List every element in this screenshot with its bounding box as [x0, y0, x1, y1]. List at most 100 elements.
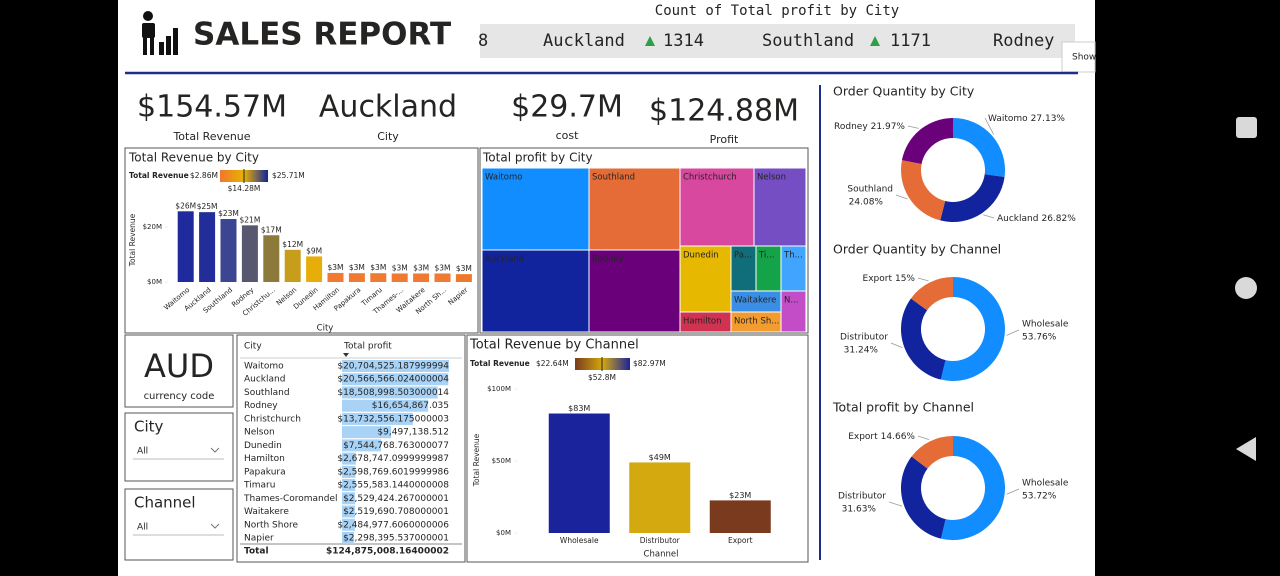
data-label: $17M: [261, 225, 282, 234]
slice-label: Export 15%: [863, 274, 916, 284]
show-button-label[interactable]: Show: [1072, 53, 1096, 63]
x-axis-title: City: [317, 324, 334, 334]
legend-mid: $52.8M: [588, 373, 616, 382]
table-cell: $2,298,395.537000001: [343, 533, 449, 543]
table-total-label: Total: [244, 547, 269, 557]
slice-value: 24.08%: [849, 198, 884, 208]
leader-line: [983, 214, 995, 219]
kpi-label: cost: [556, 129, 580, 142]
up-arrow: [645, 36, 655, 46]
donut-slice: [901, 456, 946, 539]
slice-name: Southland: [847, 185, 893, 195]
tile-label: Waitakere: [734, 296, 776, 306]
x-tick-label: Wholesale: [560, 536, 599, 545]
slice-name: Auckland: [997, 214, 1038, 224]
bar: [455, 274, 472, 282]
table-cell: Dunedin: [244, 441, 282, 451]
ticker-title: Count of Total profit by City: [655, 3, 899, 19]
treemap-tile: [780, 245, 807, 292]
ticker-item: 8: [478, 31, 488, 51]
bar: [391, 273, 408, 282]
data-bar: [342, 360, 449, 372]
slicer-selection[interactable]: All: [137, 523, 148, 533]
kpi-value: $124.88M: [649, 94, 799, 129]
kpi-value: Auckland: [319, 90, 457, 125]
donut-slice: [940, 277, 1005, 381]
data-label: $83M: [568, 404, 590, 413]
treemap-tile: [481, 167, 590, 251]
table-cell: Waitakere: [244, 507, 289, 517]
data-label: $26M: [175, 201, 196, 210]
table-cell: Thames-Coromandel: [243, 494, 338, 504]
treemap-tile: [755, 245, 782, 292]
show-button[interactable]: [1061, 41, 1096, 73]
leader-line: [907, 125, 919, 129]
treemap-tile: [679, 167, 755, 247]
table-cell: Nelson: [244, 428, 275, 438]
slice-value: 14.66%: [881, 432, 916, 442]
table-cell: $20,704,525.187999994: [337, 362, 449, 372]
table-cell: $2,529,424.267000001: [343, 494, 449, 504]
slice-value: 53.76%: [1022, 333, 1057, 343]
table-cell: Auckland: [244, 375, 285, 385]
bar: [199, 212, 216, 282]
currency-label: currency code: [144, 391, 215, 402]
data-label: $3M: [392, 263, 408, 272]
leader-line: [888, 501, 903, 507]
tile-label: Rodney: [592, 255, 624, 265]
data-bar: [342, 479, 356, 492]
legend-max: $82.97M: [633, 359, 666, 368]
leader-line: [1006, 329, 1020, 336]
tile-label: Waitomo: [485, 173, 522, 183]
slice-value: 31.63%: [842, 505, 877, 515]
back-button[interactable]: [1236, 437, 1256, 461]
tile-label: Hamilton: [683, 317, 722, 327]
donut-slice: [901, 118, 953, 164]
x-tick-label: Distributor: [640, 536, 681, 545]
y-tick-label: $50M: [492, 457, 511, 465]
dropdown-chevron[interactable]: [210, 523, 220, 529]
kpi-label: City: [377, 130, 399, 143]
data-label: $12M: [282, 240, 303, 249]
x-tick-label: Export: [728, 536, 753, 545]
data-label: $3M: [370, 263, 386, 272]
legend-max: $25.71M: [272, 171, 305, 180]
sort-indicator[interactable]: [343, 353, 349, 357]
slice-value: 53.72%: [1022, 492, 1057, 502]
tile-label: Auckland: [485, 255, 524, 265]
home-button[interactable]: [1235, 277, 1257, 299]
recent-apps-button[interactable]: [1236, 117, 1257, 138]
chart-title: Total Revenue by City: [128, 151, 259, 165]
table-header: City: [244, 342, 262, 352]
tile-label: Nelson: [757, 173, 786, 183]
tile-label: Southland: [592, 173, 635, 183]
chart-title: Order Quantity by Channel: [833, 242, 1001, 257]
table-cell: Christchurch: [244, 414, 301, 424]
bar: [284, 249, 301, 282]
table-cell: $18,508,998.503000014: [337, 388, 449, 398]
table-cell: $16,654,867.035: [372, 401, 449, 411]
legend-mid: $14.28M: [228, 184, 261, 193]
y-axis-title: Total Revenue: [128, 213, 137, 267]
data-bar: [342, 399, 429, 412]
slice-value: 21.97%: [871, 122, 906, 132]
y-axis-title: Total Revenue: [472, 433, 481, 487]
leader-line: [917, 277, 929, 282]
data-bar: [342, 426, 392, 439]
leader-line: [895, 194, 908, 200]
slicer-selection[interactable]: All: [137, 447, 148, 457]
dropdown-chevron[interactable]: [210, 447, 220, 453]
slice-name: Wholesale: [1022, 479, 1069, 489]
donut-slice: [953, 117, 1006, 177]
y-tick-label: $0M: [147, 278, 162, 286]
y-tick-label: $20M: [143, 223, 162, 231]
slice-label: Waitomo 27.13%: [988, 114, 1065, 124]
data-bar: [342, 452, 356, 465]
table-cell: Timaru: [243, 481, 275, 491]
bar: [434, 273, 451, 282]
donut-slice: [910, 277, 953, 311]
slice-value: 15%: [895, 274, 915, 284]
donut-slice: [940, 174, 1005, 223]
slice-label: Export 14.66%: [848, 432, 915, 442]
